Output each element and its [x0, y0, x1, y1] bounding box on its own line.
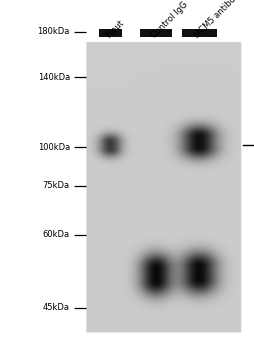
Bar [182, 29, 217, 37]
Text: 180kDa: 180kDa [38, 27, 70, 36]
Text: Input: Input [104, 19, 126, 40]
Text: Control IgG: Control IgG [150, 0, 190, 40]
Text: 100kDa: 100kDa [38, 142, 70, 152]
Bar [140, 29, 172, 37]
Bar [99, 29, 122, 37]
Text: 45kDa: 45kDa [43, 303, 70, 313]
Text: 60kDa: 60kDa [43, 230, 70, 239]
FancyBboxPatch shape [86, 42, 241, 332]
Text: 140kDa: 140kDa [38, 72, 70, 82]
Text: 75kDa: 75kDa [43, 181, 70, 190]
Text: MCM5 antibody: MCM5 antibody [193, 0, 246, 40]
